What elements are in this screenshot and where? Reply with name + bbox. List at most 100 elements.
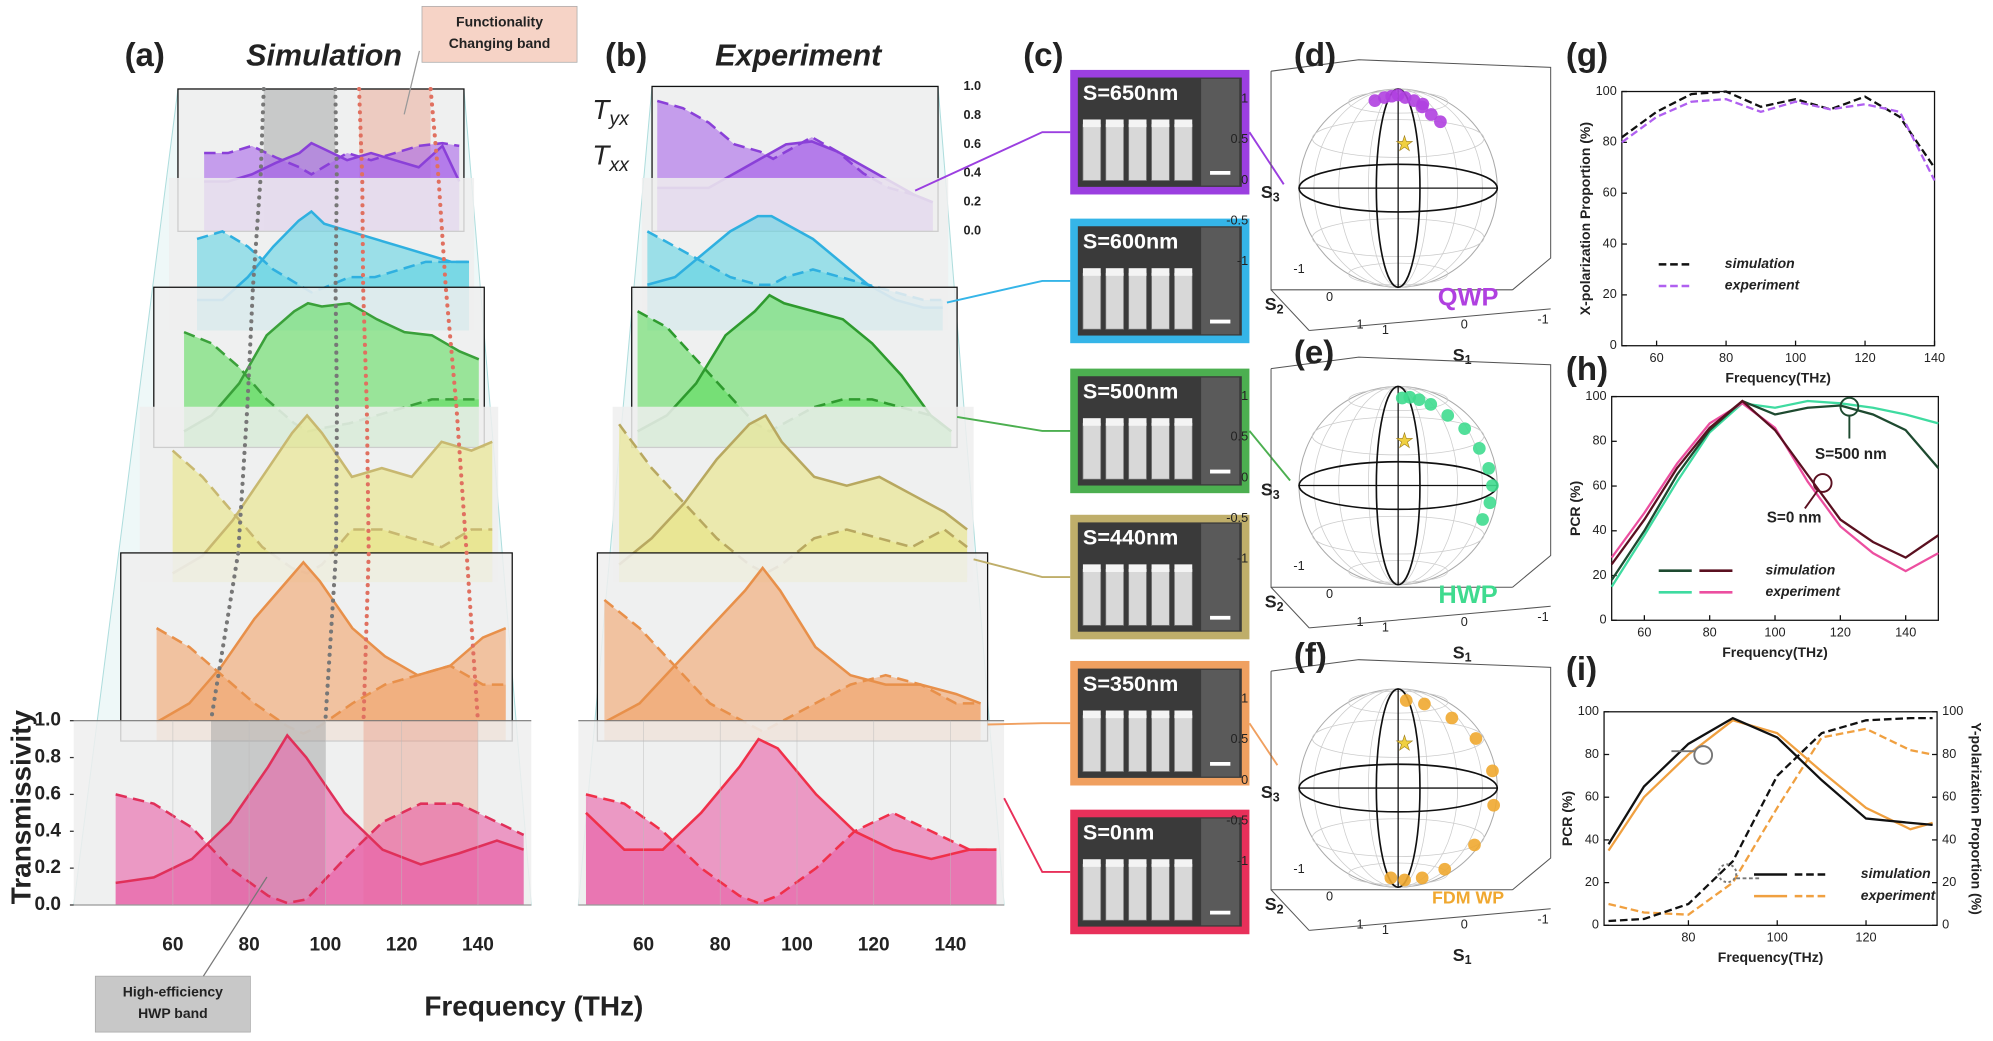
x-tick-label: 140 [462, 935, 494, 956]
x-tick-label: 100 [1767, 929, 1788, 944]
state-point [1424, 397, 1438, 411]
y-tick-label: 60 [1585, 789, 1599, 804]
curve [603, 565, 982, 724]
note-text: High-efficiency [123, 983, 223, 999]
plot-frame [1603, 711, 1938, 926]
symbol: S [1265, 591, 1277, 611]
x-tick-label: 100 [309, 935, 341, 956]
curve [183, 330, 479, 433]
sem-edge [1201, 818, 1240, 926]
y-tick-label: 40 [1603, 235, 1617, 250]
symbol-label: S3 [1261, 479, 1280, 502]
s3-tick: 1 [1241, 91, 1248, 106]
pillar [1174, 569, 1193, 626]
y-tick-label: 0.2 [35, 857, 61, 878]
y2-tick-label: 60 [1942, 789, 1956, 804]
sem-edge [1201, 377, 1240, 485]
s2-tick: 0 [1326, 289, 1333, 304]
panel-label: (f) [1294, 637, 1327, 674]
s3-tick: -1 [1237, 551, 1248, 566]
sem-label: S=350nm [1083, 671, 1178, 696]
note-pointer [202, 876, 268, 977]
pillar-top [1128, 119, 1147, 128]
sem-edge [1201, 78, 1240, 186]
series-line [1610, 399, 1939, 588]
annotation: S=0 nm [1767, 510, 1822, 527]
y2-tick-label: 40 [1942, 831, 1956, 846]
area [156, 562, 506, 742]
pillar [1174, 124, 1193, 181]
series-line [1621, 97, 1936, 182]
pillar-top [1151, 268, 1170, 276]
series-line [1610, 399, 1939, 566]
pillar [1174, 863, 1193, 921]
y-tick-label: 40 [1585, 831, 1599, 846]
y-axis-label: PCR (%) [1567, 481, 1583, 536]
legend-label: experiment [1765, 583, 1841, 599]
x-tick-label: 60 [1650, 350, 1664, 365]
y-axis-label: PCR (%) [1559, 791, 1575, 846]
state-point [1469, 732, 1483, 745]
pillar [1128, 715, 1147, 772]
pillar-top [1151, 119, 1170, 128]
y-tick-label: 0 [1610, 337, 1617, 352]
state-point [1384, 871, 1398, 885]
state-point [1472, 442, 1486, 455]
x-tick-label: 80 [1703, 624, 1717, 639]
pillar [1105, 124, 1124, 181]
y-tick-label: 40 [1592, 522, 1606, 537]
y-tick-label: 0.2 [963, 194, 981, 209]
sem-label: S=440nm [1083, 525, 1178, 550]
pillar [1128, 422, 1147, 480]
state-point [1468, 838, 1481, 852]
s1-tick: 0 [1461, 317, 1468, 332]
subscript: 1 [1465, 651, 1472, 665]
symbol: T [592, 94, 611, 125]
pillar-top [1128, 564, 1147, 572]
symbol-label: S1 [1453, 345, 1472, 368]
y-tick-label: 0.4 [35, 820, 62, 841]
subscript: 3 [1273, 488, 1280, 502]
x-tick-label: 140 [1924, 350, 1945, 365]
y-axis-label: Transmissivity [5, 710, 36, 905]
mode-label: QWP [1438, 283, 1499, 311]
s3-tick: -0.5 [1226, 213, 1248, 228]
symbol-label: S2 [1265, 894, 1284, 917]
x-tick-label: 120 [1854, 350, 1875, 365]
symbol-label: S2 [1265, 294, 1284, 317]
s2-tick: -1 [1293, 558, 1304, 573]
s3-tick: -1 [1237, 853, 1248, 868]
symbol: S [1261, 479, 1273, 499]
note-box [421, 5, 578, 63]
curve [155, 560, 507, 724]
symbol: S [1453, 642, 1465, 662]
panel-label: (b) [605, 37, 647, 74]
x-tick-label: 120 [1830, 624, 1851, 639]
y-tick-label: 0 [1600, 612, 1607, 627]
x-tick-label: 60 [1637, 624, 1651, 639]
state-point [1441, 409, 1455, 422]
pillar-top [1174, 268, 1193, 276]
note-text: Changing band [449, 35, 551, 51]
curve [204, 141, 460, 176]
series-line [1607, 719, 1933, 852]
subscript: 1 [1465, 953, 1472, 967]
pillar-top [1082, 119, 1101, 128]
pillar [1128, 863, 1147, 921]
pillar [1082, 863, 1102, 921]
cube [1309, 908, 1551, 931]
s1-tick: 0 [1461, 917, 1468, 932]
sem-label: S=500nm [1083, 378, 1178, 403]
y-axis-label: X-polarization Proportion (%) [1577, 122, 1593, 315]
x-tick-label: 60 [633, 935, 654, 956]
pillar [1174, 272, 1193, 330]
pillar-top [1151, 859, 1170, 867]
sem-edge [1201, 523, 1240, 631]
curve [115, 733, 525, 885]
state-point [1445, 711, 1459, 725]
series-line [1610, 399, 1940, 581]
pillar-top [1174, 859, 1193, 867]
s3-tick: -1 [1237, 253, 1248, 268]
x-tick-label: 80 [1719, 350, 1733, 365]
pillar-top [1082, 710, 1101, 719]
